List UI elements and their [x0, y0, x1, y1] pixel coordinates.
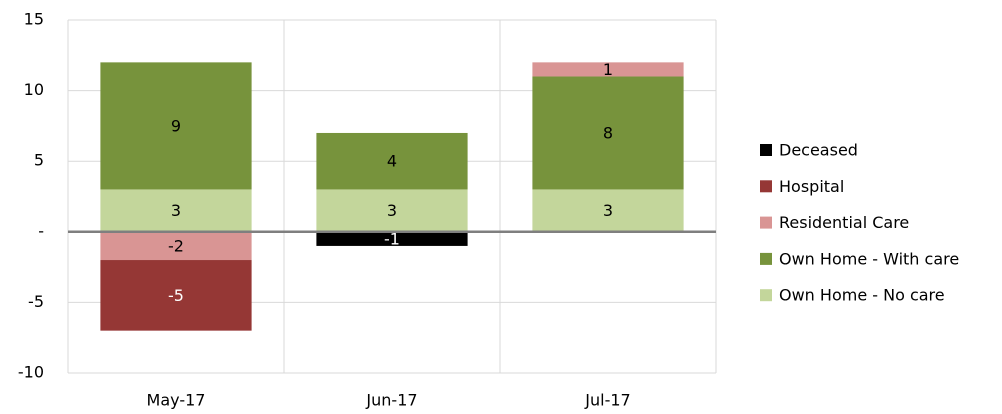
data-label: 9 [171, 116, 181, 135]
legend-swatch [760, 180, 772, 193]
y-tick-label: 15 [24, 10, 44, 29]
legend-swatch [760, 289, 772, 302]
legend-swatch [760, 216, 772, 229]
data-label: 3 [171, 201, 181, 220]
bar-segment [100, 231, 252, 261]
data-label: 3 [387, 201, 397, 220]
legend-label: Own Home - With care [779, 249, 959, 268]
data-label: -1 [384, 229, 400, 248]
y-tick-label: -10 [18, 363, 44, 382]
data-label: -2 [168, 236, 184, 255]
y-tick-label: -5 [28, 292, 44, 311]
data-label: -5 [168, 286, 184, 305]
legend-label: Hospital [779, 177, 844, 196]
legend-label: Residential Care [779, 213, 909, 232]
bar-segment [532, 62, 684, 77]
bar-segment [316, 132, 468, 190]
legend-label: Deceased [779, 141, 858, 160]
bar-segment [532, 189, 684, 232]
legend-swatch [760, 144, 772, 156]
y-tick-label: - [38, 221, 44, 240]
bar-segment [100, 260, 252, 331]
legend-swatch [760, 252, 772, 265]
bar-segment [100, 62, 252, 190]
data-label: 8 [603, 123, 613, 142]
legend-label: Own Home - No care [779, 286, 945, 305]
bar-segment [316, 231, 468, 246]
y-tick-label: 10 [24, 80, 44, 99]
bar-segment [100, 189, 252, 232]
x-tick-label: Jun-17 [365, 391, 417, 410]
bar-segment [532, 76, 684, 190]
x-tick-label: Jul-17 [584, 391, 630, 410]
data-label: 4 [387, 152, 397, 171]
bar-segment [316, 189, 468, 232]
y-tick-label: 5 [34, 151, 44, 170]
data-label: 3 [603, 201, 613, 220]
x-tick-label: May-17 [147, 391, 206, 410]
data-label: 1 [603, 60, 613, 79]
